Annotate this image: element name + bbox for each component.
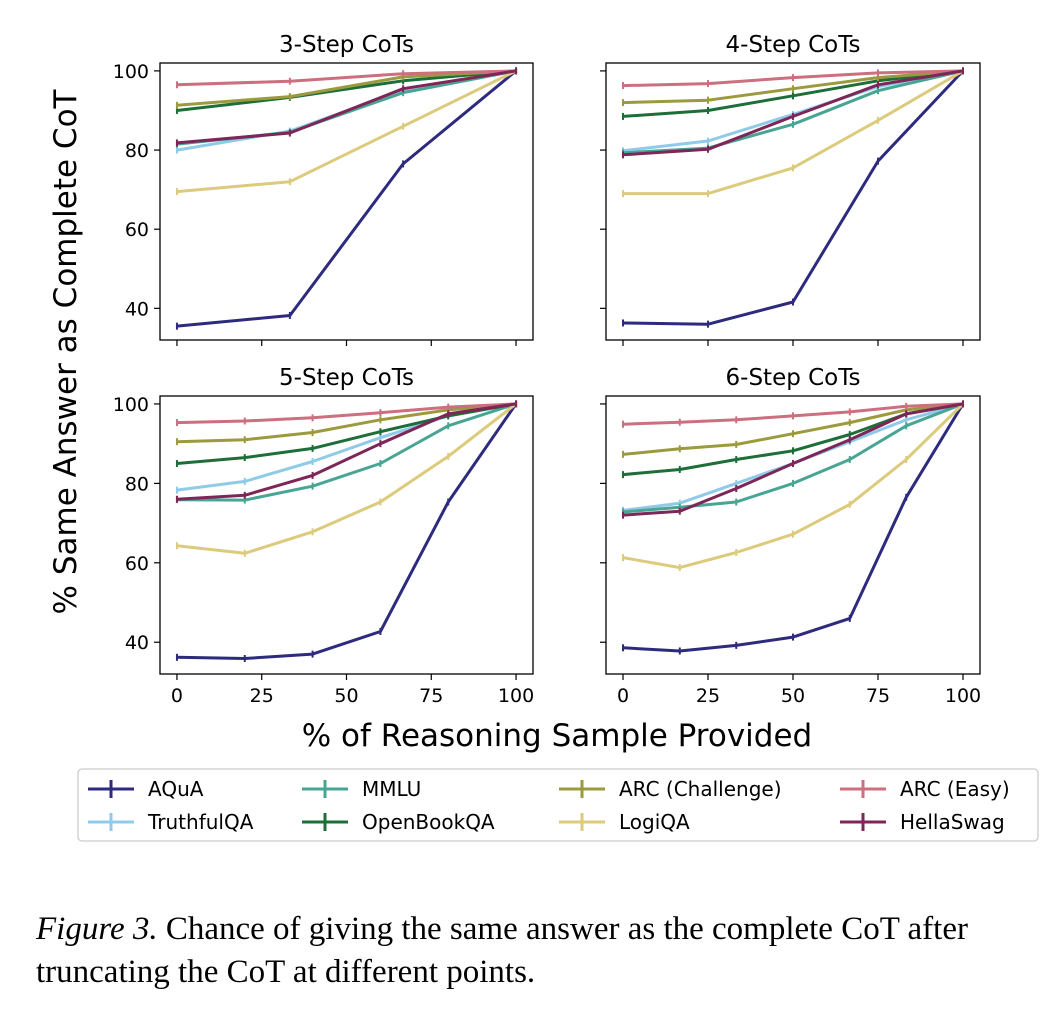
axes-frame <box>605 62 981 341</box>
series-line <box>176 402 517 501</box>
series-aqua <box>622 400 965 655</box>
subplot-1: 3-Step CoTs 40 60 80 100 <box>113 32 534 346</box>
legend-label: TruthfulQA <box>147 810 254 834</box>
axes-frame <box>159 62 534 341</box>
series-line <box>622 402 964 517</box>
y-tick-label: 40 <box>125 632 149 654</box>
series-arc-challenge <box>622 400 964 458</box>
legend-entry-logiqa: LogiQA <box>559 810 690 834</box>
legend-entry-arc-challenge: ARC (Challenge) <box>559 777 782 801</box>
series-arc-easy <box>622 67 964 90</box>
legend-label: OpenBookQA <box>362 810 495 834</box>
legend-entry-openbookqa: OpenBookQA <box>302 810 495 834</box>
caption-text: Chance of giving the same answer as the … <box>36 911 968 990</box>
series-line <box>622 69 965 326</box>
y-tick-label: 60 <box>125 553 149 575</box>
series-arc-challenge <box>622 67 964 107</box>
legend-entry-mmlu: MMLU <box>302 777 421 801</box>
subplot-title: 4-Step CoTs <box>726 32 861 58</box>
axes-frame <box>605 395 981 675</box>
subplot-2: 4-Step CoTs <box>600 32 981 346</box>
legend-entry-arc-easy: ARC (Easy) <box>840 777 1010 801</box>
x-tick-label: 75 <box>419 685 443 707</box>
x-tick-label: 0 <box>617 685 629 707</box>
subplot-title: 3-Step CoTs <box>279 32 414 58</box>
series-line <box>176 402 517 465</box>
legend: AQuA TruthfulQA MMLU OpenBookQA ARC (Challen… <box>77 768 1039 842</box>
subplot-title: 6-Step CoTs <box>726 365 861 391</box>
series-line <box>622 403 965 653</box>
subplot-title: 5-Step CoTs <box>279 365 414 391</box>
x-tick-label: 50 <box>781 685 805 707</box>
y-tick-label: 100 <box>113 394 149 416</box>
series-line <box>176 69 517 87</box>
subplot-4: 6-Step CoTs 0 25 50 75 100 <box>600 365 981 707</box>
subplot-3: 5-Step CoTs 40 60 80 100 0 25 50 75 100 <box>113 365 534 707</box>
series-line <box>176 69 517 107</box>
subplots: 3-Step CoTs 40 60 80 100 4-Step CoTs 5-Step Co… <box>113 32 981 707</box>
series-line <box>176 403 518 660</box>
x-tick-label: 50 <box>334 685 358 707</box>
series-line <box>176 69 517 328</box>
series-line <box>176 69 517 112</box>
figure-chart: % Same Answer as Complete CoT % of Reaso… <box>48 32 1039 842</box>
series-line <box>176 402 517 444</box>
caption-label: Figure 3. <box>36 911 158 947</box>
series-hellaswag <box>175 67 518 147</box>
x-tick-label: 25 <box>696 685 720 707</box>
series-hellaswag <box>622 67 964 159</box>
series-aqua <box>175 67 518 330</box>
legend-label: LogiQA <box>619 810 690 834</box>
x-tick-label: 25 <box>250 685 274 707</box>
series-line <box>622 402 964 514</box>
legend-label: AQuA <box>148 777 204 801</box>
series-line <box>622 402 964 512</box>
legend-label: MMLU <box>362 777 421 801</box>
series-aqua <box>622 67 965 328</box>
x-tick-label: 75 <box>866 685 890 707</box>
y-tick-label: 60 <box>125 219 149 241</box>
series-line <box>176 69 517 145</box>
y-tick-label: 80 <box>125 473 149 495</box>
legend-label: HellaSwag <box>900 810 1005 834</box>
axes-frame <box>159 395 534 675</box>
legend-entry-truthfulqa: TruthfulQA <box>88 810 254 834</box>
series-line <box>176 402 517 555</box>
series-logiqa <box>175 400 518 557</box>
y-tick-label: 40 <box>125 298 149 320</box>
series-hellaswag <box>622 400 964 519</box>
series-hellaswag <box>175 400 518 503</box>
x-tick-label: 100 <box>498 685 534 707</box>
figure-caption: Figure 3. Chance of giving the same answ… <box>36 908 1056 994</box>
legend-entry-hellaswag: HellaSwag <box>840 810 1005 834</box>
y-tick-label: 100 <box>113 61 149 83</box>
x-tick-label: 0 <box>171 685 183 707</box>
legend-label: ARC (Easy) <box>900 777 1010 801</box>
y-axis-label: % Same Answer as Complete CoT <box>48 88 84 614</box>
series-line <box>176 402 517 425</box>
x-tick-label: 100 <box>945 685 981 707</box>
series-line <box>176 402 517 502</box>
y-tick-label: 80 <box>125 140 149 162</box>
x-axis-label: % of Reasoning Sample Provided <box>302 718 812 754</box>
legend-label: ARC (Challenge) <box>619 777 782 801</box>
legend-entry-aqua: AQuA <box>88 777 204 801</box>
series-line <box>176 69 517 194</box>
